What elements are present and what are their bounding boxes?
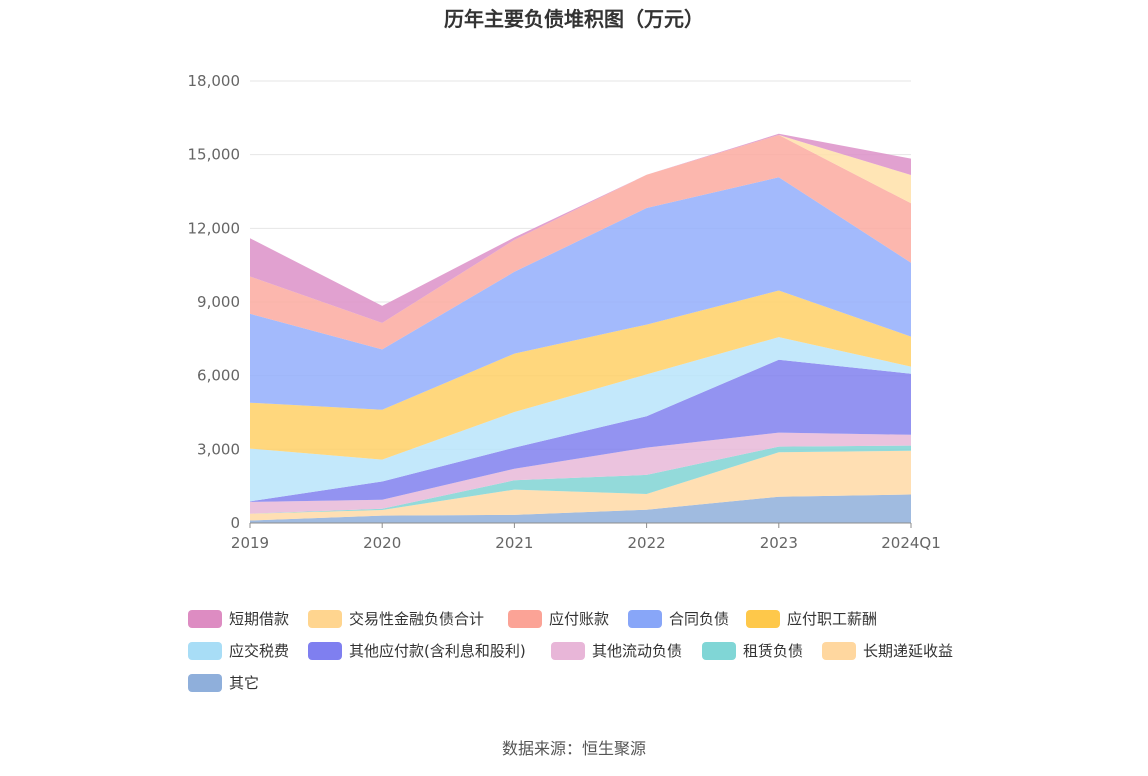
- x-tick-label: 2022: [628, 534, 666, 552]
- legend-item[interactable]: 长期递延收益: [822, 642, 953, 660]
- legend-swatch: [628, 610, 662, 628]
- legend-item[interactable]: 其它: [188, 674, 259, 692]
- area-series-0: [250, 494, 911, 523]
- legend-item[interactable]: 交易性金融负债合计: [308, 610, 484, 628]
- legend-swatch: [746, 610, 780, 628]
- legend-label: 合同负债: [669, 610, 729, 628]
- y-tick-label: 9,000: [197, 293, 240, 311]
- source-note: 数据来源：恒生聚源: [502, 739, 646, 758]
- area-series-1: [250, 450, 911, 521]
- legend-item[interactable]: 合同负债: [628, 610, 729, 628]
- y-tick-label: 6,000: [197, 367, 240, 385]
- legend-swatch: [188, 610, 222, 628]
- legend-swatch: [551, 642, 585, 660]
- y-tick-label: 3,000: [197, 440, 240, 458]
- area-series-7: [250, 177, 911, 410]
- area-series: [250, 133, 911, 523]
- legend-label: 应付职工薪酬: [787, 610, 877, 628]
- legend-item[interactable]: 短期借款: [188, 610, 289, 628]
- area-series-2: [250, 445, 911, 514]
- area-series-5: [250, 337, 911, 502]
- legend-swatch: [308, 610, 342, 628]
- axes: 0 3,000 6,000 9,000 12,000 15,000 18,000 2019 20…: [188, 72, 941, 552]
- chart-title: 历年主要负债堆积图（万元）: [444, 7, 704, 31]
- legend-label: 其它: [229, 674, 259, 692]
- legend-item[interactable]: 其他流动负债: [551, 642, 682, 660]
- legend-swatch: [822, 642, 856, 660]
- x-tick-label: 2020: [363, 534, 401, 552]
- x-tick-label: 2021: [495, 534, 533, 552]
- x-tick-label: 2019: [231, 534, 269, 552]
- legend-swatch: [702, 642, 736, 660]
- legend-item[interactable]: 租赁负债: [702, 642, 803, 660]
- legend-label: 其他应付款(含利息和股利): [349, 642, 526, 660]
- y-tick-label: 0: [230, 514, 240, 532]
- x-tick-label: 2024Q1: [881, 534, 941, 552]
- legend-item[interactable]: 应付账款: [508, 610, 609, 628]
- x-tick-label: 2023: [760, 534, 798, 552]
- legend-swatch: [188, 674, 222, 692]
- legend-swatch: [508, 610, 542, 628]
- legend-item[interactable]: 其他应付款(含利息和股利): [308, 642, 526, 660]
- y-tick-label: 12,000: [188, 219, 241, 237]
- legend-item[interactable]: 应交税费: [188, 642, 289, 660]
- legend-swatch: [308, 642, 342, 660]
- area-series-10: [250, 133, 911, 323]
- legend-label: 应付账款: [549, 610, 609, 628]
- legend-label: 短期借款: [229, 610, 289, 628]
- legend-label: 长期递延收益: [863, 642, 953, 660]
- legend-swatch: [188, 642, 222, 660]
- y-tick-label: 18,000: [188, 72, 241, 90]
- y-tick-label: 15,000: [188, 146, 241, 164]
- legend-label: 其他流动负债: [592, 642, 682, 660]
- legend-item[interactable]: 应付职工薪酬: [746, 610, 877, 628]
- area-series-6: [250, 290, 911, 460]
- area-series-3: [250, 432, 911, 514]
- legend-label: 租赁负债: [743, 642, 803, 660]
- legend-label: 交易性金融负债合计: [349, 610, 484, 628]
- area-series-8: [250, 135, 911, 350]
- area-series-4: [250, 359, 911, 502]
- legend-label: 应交税费: [229, 642, 289, 660]
